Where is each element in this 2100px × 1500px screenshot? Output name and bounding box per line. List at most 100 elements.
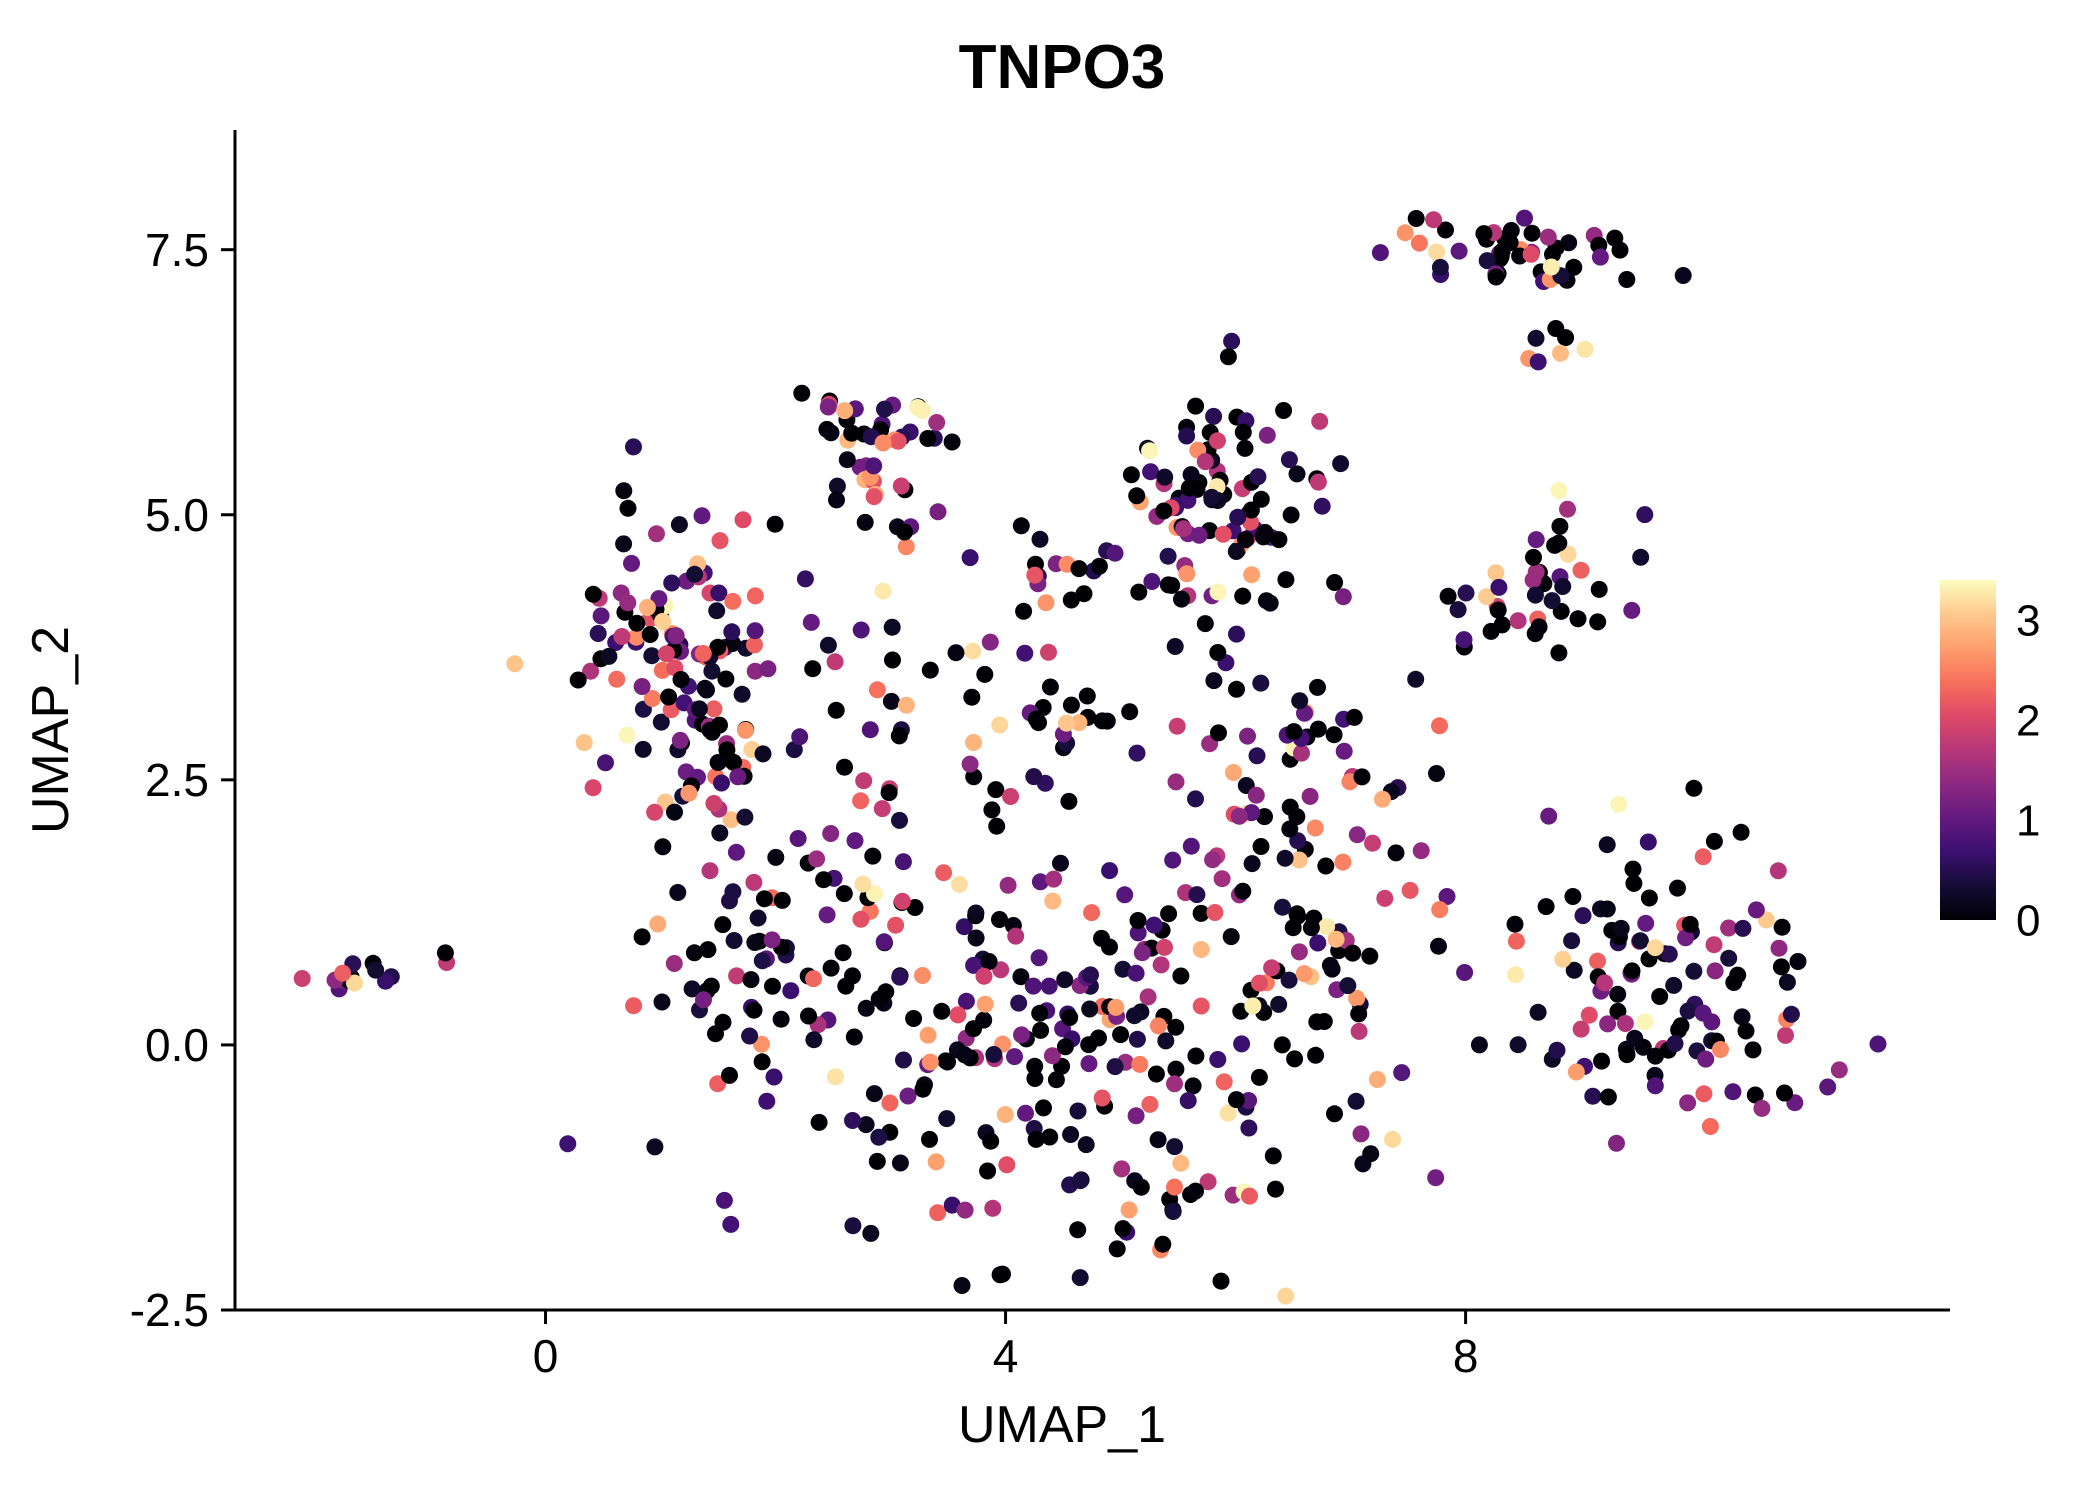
data-point (1199, 1173, 1217, 1191)
data-point (1290, 851, 1308, 869)
data-point (1487, 268, 1505, 286)
data-point (1141, 1095, 1159, 1113)
data-point (1334, 853, 1352, 871)
data-point (685, 944, 703, 962)
scatter-points-layer (293, 209, 1887, 1305)
data-point (988, 817, 1006, 835)
data-point (1035, 1099, 1052, 1117)
data-point (625, 438, 642, 456)
data-point (1449, 601, 1467, 619)
data-point (1509, 1036, 1527, 1054)
data-point (1184, 1077, 1202, 1095)
data-point (658, 645, 675, 663)
data-point (1455, 631, 1473, 649)
data-point (1007, 927, 1025, 945)
data-point (1361, 947, 1379, 965)
data-point (1425, 211, 1443, 229)
data-point (1130, 583, 1148, 601)
data-point (1539, 228, 1557, 246)
data-point (1347, 1092, 1365, 1110)
data-point (746, 934, 764, 951)
data-point (1631, 932, 1649, 950)
data-point (1002, 788, 1020, 805)
data-point (1062, 696, 1080, 714)
data-point (1632, 548, 1650, 566)
data-point (947, 644, 965, 662)
data-point (1431, 901, 1449, 919)
data-point (764, 977, 781, 995)
data-point (1128, 487, 1146, 505)
data-point (718, 741, 736, 759)
data-point (826, 653, 844, 671)
data-point (1428, 243, 1446, 261)
data-point (1431, 717, 1448, 735)
y-tick-label: -2.5 (130, 1284, 209, 1336)
data-point (1187, 1047, 1205, 1065)
data-point (584, 585, 602, 603)
data-point (1478, 588, 1496, 606)
data-point (1040, 643, 1057, 661)
data-point (1152, 956, 1170, 974)
data-point (1550, 482, 1568, 499)
data-point (1234, 587, 1252, 605)
data-point (1527, 531, 1545, 549)
data-point (1280, 971, 1298, 989)
data-point (1093, 1089, 1111, 1107)
data-point (991, 1266, 1009, 1284)
data-point (1030, 949, 1048, 967)
data-point (1037, 594, 1055, 612)
data-point (628, 614, 646, 632)
data-point (1636, 506, 1654, 524)
data-point (1618, 1046, 1636, 1064)
data-point (810, 1113, 828, 1131)
data-point (772, 1010, 790, 1028)
data-point (1128, 1030, 1146, 1048)
data-point (1332, 455, 1350, 473)
data-point (1234, 423, 1252, 441)
data-point (1431, 258, 1449, 276)
data-point (749, 909, 767, 927)
data-point (1450, 242, 1468, 260)
data-point (705, 795, 723, 812)
data-point (1291, 692, 1309, 710)
data-point (1284, 919, 1302, 937)
data-point (694, 645, 712, 662)
data-point (683, 980, 701, 998)
data-point (1270, 995, 1288, 1013)
data-point (1159, 576, 1177, 594)
data-point (701, 862, 719, 880)
data-point (1228, 680, 1245, 698)
data-point (991, 911, 1008, 928)
data-point (1482, 622, 1500, 640)
y-tick-label: 0.0 (145, 1019, 209, 1071)
data-point (887, 916, 905, 934)
data-point (1769, 862, 1787, 880)
data-point (1706, 962, 1724, 980)
data-point (615, 535, 633, 553)
data-point (1327, 930, 1345, 948)
data-point (1524, 571, 1542, 589)
data-point (1040, 977, 1058, 995)
data-point (1061, 1009, 1079, 1026)
data-point (1275, 402, 1293, 419)
data-point (734, 511, 752, 529)
data-point (1281, 798, 1299, 816)
data-point (1032, 1021, 1050, 1039)
data-point (1129, 912, 1147, 929)
data-point (1166, 1178, 1183, 1196)
data-point (506, 655, 524, 673)
data-point (1307, 1046, 1325, 1064)
data-point (765, 1068, 783, 1086)
data-point (1270, 531, 1288, 549)
data-point (987, 781, 1005, 799)
data-point (1317, 857, 1335, 875)
data-point (1773, 918, 1791, 936)
data-point (1507, 966, 1525, 984)
data-point (1027, 710, 1045, 728)
data-point (1302, 919, 1320, 937)
data-point (1572, 561, 1590, 579)
data-point (1376, 889, 1394, 907)
data-point (575, 734, 593, 752)
data-point (800, 1007, 817, 1025)
data-point (1348, 826, 1366, 844)
